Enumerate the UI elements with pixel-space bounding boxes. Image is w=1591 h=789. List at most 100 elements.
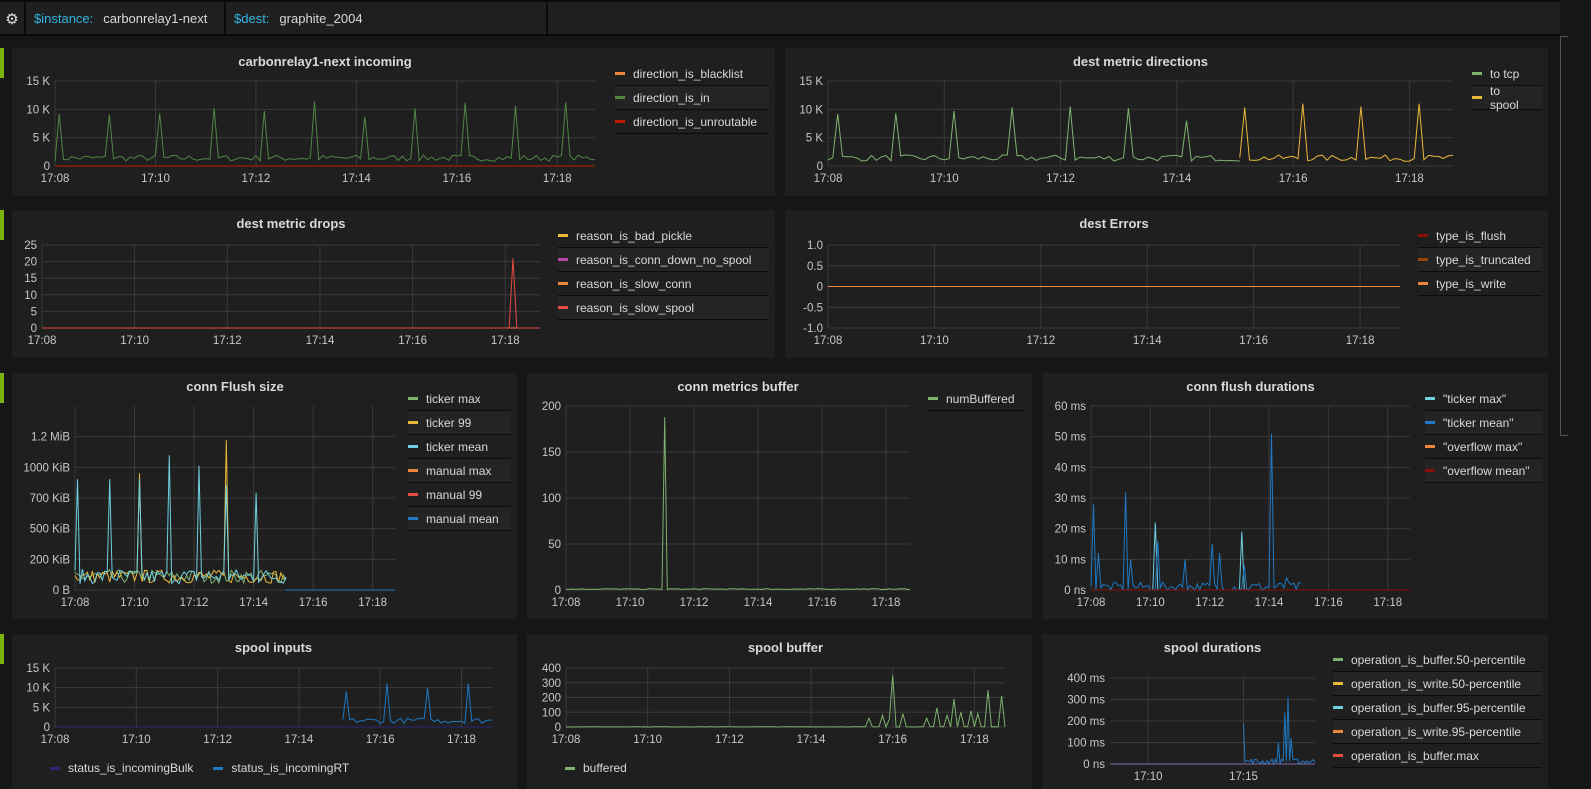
legend-item[interactable]: type_is_write — [1418, 272, 1542, 296]
legend-item[interactable]: direction_is_blacklist — [615, 62, 769, 86]
series-color-swatch[interactable] — [408, 469, 418, 472]
series-color-swatch[interactable] — [1425, 469, 1435, 472]
series-color-swatch[interactable] — [1333, 730, 1343, 733]
legend-item[interactable]: manual 99 — [408, 483, 511, 507]
legend-item[interactable]: operation_is_buffer.max — [1333, 744, 1542, 768]
series-color-swatch[interactable] — [1472, 72, 1482, 75]
series-color-swatch[interactable] — [615, 96, 625, 99]
legend-item[interactable]: direction_is_in — [615, 86, 769, 110]
legend-item[interactable]: direction_is_unroutable — [615, 110, 769, 134]
series-color-swatch[interactable] — [213, 766, 224, 770]
series-color-swatch[interactable] — [615, 72, 625, 75]
graph-canvas[interactable]: 0 50 100 150 200 17:08 17:10 17:12 17:14 17:16 17:… — [527, 373, 1032, 619]
legend-item[interactable]: to spool — [1472, 83, 1542, 112]
panel-title[interactable]: conn Flush size — [186, 379, 284, 394]
graph-canvas[interactable]: 0 B 200 KiB 500 KiB 700 KiB 1000 KiB 1.2 MiB 1… — [12, 373, 517, 619]
graph-canvas[interactable]: 0 5 K 10 K 15 K 17:08 17:10 17:12 17:14 17:16 17:… — [785, 48, 1548, 196]
legend-item[interactable]: operation_is_buffer.50-percentile — [1333, 648, 1542, 672]
legend-item[interactable]: type_is_truncated — [1418, 248, 1542, 272]
panel-title[interactable]: conn flush durations — [1186, 379, 1315, 394]
legend-label[interactable]: to spool — [1490, 83, 1519, 112]
graph-canvas[interactable]: 0 5 K 10 K 15 K 17:08 17:10 17:12 17:14 17:16 17:… — [12, 48, 775, 196]
legend-label[interactable]: operation_is_write.95-percentile — [1351, 724, 1522, 739]
series-color-swatch[interactable] — [558, 258, 568, 261]
legend-label[interactable]: numBuffered — [946, 391, 1015, 406]
legend-label[interactable]: "ticker max" — [1443, 391, 1507, 406]
series-color-swatch[interactable] — [408, 493, 418, 496]
variable-instance[interactable]: $instance: carbonrelay1-next — [26, 2, 226, 34]
panel-title[interactable]: conn metrics buffer — [677, 379, 799, 394]
legend-label[interactable]: "overflow max" — [1443, 439, 1523, 454]
legend-item[interactable]: numBuffered — [928, 387, 1026, 411]
legend-item[interactable]: type_is_flush — [1418, 224, 1542, 248]
series-color-swatch[interactable] — [615, 120, 625, 123]
row-collapse-handle[interactable] — [0, 48, 4, 78]
legend-item[interactable]: reason_is_bad_pickle — [558, 224, 769, 248]
legend-item[interactable]: "ticker max" — [1425, 387, 1542, 411]
series-color-swatch[interactable] — [408, 517, 418, 520]
series-color-swatch[interactable] — [408, 397, 418, 400]
legend-item[interactable]: "overflow max" — [1425, 435, 1542, 459]
graph-canvas[interactable]: 0 5 10 15 20 25 17:08 17:10 17:12 17:14 17:16 17:18 — [12, 210, 775, 358]
legend-label[interactable]: operation_is_write.50-percentile — [1351, 676, 1522, 691]
legend-label[interactable]: "ticker mean" — [1443, 415, 1514, 430]
legend-item[interactable]: reason_is_slow_spool — [558, 296, 769, 320]
series-color-swatch[interactable] — [565, 766, 575, 770]
legend-item[interactable]: reason_is_conn_down_no_spool — [558, 248, 769, 272]
series-color-swatch[interactable] — [1425, 397, 1435, 400]
panel-title[interactable]: dest metric drops — [236, 216, 346, 231]
series-color-swatch[interactable] — [558, 282, 568, 285]
legend-label[interactable]: direction_is_in — [633, 90, 710, 105]
legend-label[interactable]: ticker max — [426, 391, 481, 406]
legend-item[interactable]: manual mean — [408, 507, 511, 531]
legend-label[interactable]: reason_is_slow_spool — [576, 300, 695, 315]
legend-label[interactable]: type_is_truncated — [1436, 252, 1531, 267]
row-collapse-handle[interactable] — [0, 373, 4, 403]
graph-canvas[interactable]: 0 ns 10 ms 20 ms 30 ms 40 ms 50 ms 60 ms 17:08 1… — [1042, 373, 1548, 619]
legend-label[interactable]: ticker 99 — [426, 415, 472, 430]
legend-label[interactable]: buffered — [583, 761, 627, 775]
legend-item[interactable]: ticker max — [408, 387, 511, 411]
series-color-swatch[interactable] — [1418, 258, 1428, 261]
legend-item[interactable]: ticker 99 — [408, 411, 511, 435]
legend-item[interactable]: to tcp — [1472, 62, 1542, 86]
legend-label[interactable]: manual max — [426, 463, 492, 478]
graph-canvas[interactable]: 0 100 200 300 400 17:08 17:10 17:12 17:14 17:16 17… — [527, 634, 1032, 789]
legend-label[interactable]: direction_is_unroutable — [633, 114, 758, 129]
series-color-swatch[interactable] — [1333, 706, 1343, 709]
series-color-swatch[interactable] — [1418, 282, 1428, 285]
row-collapse-handle[interactable] — [0, 634, 4, 664]
legend-label[interactable]: manual 99 — [426, 487, 483, 502]
series-color-swatch[interactable] — [408, 421, 418, 424]
legend-label[interactable]: operation_is_buffer.50-percentile — [1351, 652, 1526, 667]
graph-canvas[interactable]: -1.0 -0.5 0 0.5 1.0 17:08 17:10 17:12 17:14 17:16… — [785, 210, 1548, 358]
legend-label[interactable]: reason_is_conn_down_no_spool — [576, 252, 752, 267]
panel-title[interactable]: spool inputs — [234, 640, 313, 655]
series-color-swatch[interactable] — [1418, 234, 1428, 237]
legend-label[interactable]: ticker mean — [426, 439, 489, 454]
legend-item[interactable]: ticker mean — [408, 435, 511, 459]
series-color-swatch[interactable] — [1425, 445, 1435, 448]
row-collapse-handle[interactable] — [0, 210, 4, 240]
gear-icon[interactable]: ⚙ — [0, 2, 26, 36]
legend-label[interactable]: operation_is_buffer.max — [1351, 748, 1479, 763]
series-color-swatch[interactable] — [1472, 96, 1482, 99]
legend-item[interactable]: status_is_incomingBulk — [50, 760, 203, 776]
legend-label[interactable]: to tcp — [1490, 66, 1520, 81]
series-color-swatch[interactable] — [558, 306, 568, 309]
legend-item[interactable]: status_is_incomingRT — [213, 760, 359, 776]
variable-instance-value[interactable]: carbonrelay1-next — [103, 10, 208, 26]
legend-item[interactable]: buffered — [565, 760, 637, 776]
legend-label[interactable]: manual mean — [426, 511, 499, 526]
legend-item[interactable]: operation_is_buffer.95-percentile — [1333, 696, 1542, 720]
panel-title[interactable]: carbonrelay1-next incoming — [238, 54, 412, 69]
graph-canvas[interactable]: 0 5 K 10 K 15 K 17:08 17:10 17:12 17:14 17:16 17:… — [12, 634, 517, 789]
panel-title[interactable]: dest Errors — [1079, 216, 1149, 231]
legend-label[interactable]: type_is_flush — [1436, 228, 1507, 243]
series-color-swatch[interactable] — [1333, 658, 1343, 661]
legend-item[interactable]: manual max — [408, 459, 511, 483]
legend-label[interactable]: status_is_incomingBulk — [68, 761, 194, 775]
legend-item[interactable]: "ticker mean" — [1425, 411, 1542, 435]
series-color-swatch[interactable] — [558, 234, 568, 237]
legend-item[interactable]: operation_is_write.50-percentile — [1333, 672, 1542, 696]
